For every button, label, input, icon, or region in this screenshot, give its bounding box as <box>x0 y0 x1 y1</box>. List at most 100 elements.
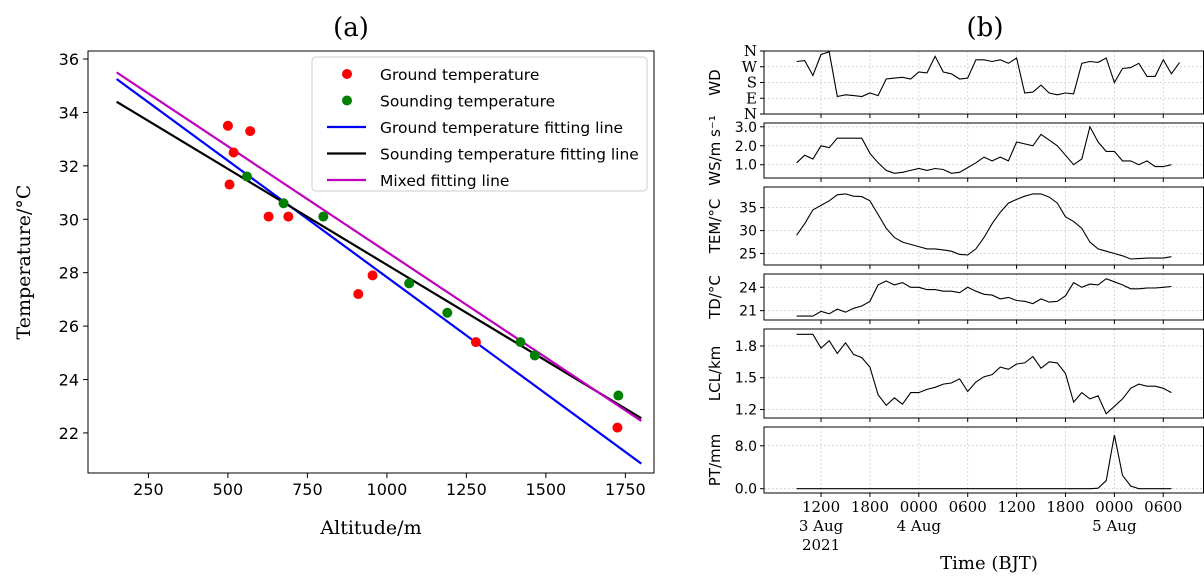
ytick-label: N <box>744 105 757 123</box>
a-xtick-label: 250 <box>133 480 164 499</box>
scatter-point-0-7 <box>367 270 378 281</box>
scatter-point-1-3 <box>404 278 415 289</box>
panel-a: (a) 250 500 750 1000 1250 1500 1750 22 24 26 28 30 3… <box>13 13 655 539</box>
scatter-point-1-6 <box>529 350 540 361</box>
panel-a-xlabel: Altitude/m <box>319 517 421 539</box>
ytick-label: 35 <box>739 201 757 217</box>
xtick-date: 5 Aug <box>1092 517 1137 535</box>
xtick-label: 0600 <box>949 498 987 516</box>
ytick-label: 25 <box>739 247 757 263</box>
scatter-point-0-3 <box>245 126 256 137</box>
a-xtick-label: 750 <box>292 480 323 499</box>
a-ytick-label: 30 <box>59 210 79 229</box>
ytick-label: N <box>744 42 757 60</box>
series-line-5 <box>796 434 1172 490</box>
panel-a-axes-frame <box>87 50 655 474</box>
fit-line-2 <box>115 78 642 465</box>
panel-b-xlabel: Time (BJT) <box>940 553 1038 574</box>
scatter-point-1-4 <box>442 307 453 318</box>
scatter-point-0-4 <box>263 211 274 222</box>
series-line-4 <box>796 333 1172 415</box>
scatter-point-0-8 <box>470 337 481 348</box>
legend-label-0: Ground temperature <box>380 66 539 84</box>
a-ytick-label: 24 <box>59 371 79 390</box>
ytick-label: 21 <box>739 304 757 320</box>
ytick-label: E <box>746 89 757 107</box>
panel-a-ylabel: Temperature/°C <box>13 185 35 340</box>
ytick-label: 8.0 <box>735 439 757 455</box>
xtick-label: 1200 <box>997 498 1035 516</box>
a-ytick-label: 36 <box>59 50 79 69</box>
subplot-2: 25 30 35 TEM/°C <box>706 186 1204 269</box>
a-ytick-label: 32 <box>59 157 79 176</box>
ytick-label: S <box>747 74 757 92</box>
series-line-3 <box>796 278 1172 317</box>
scatter-point-0-0 <box>222 120 233 131</box>
a-xtick-label: 1000 <box>367 480 408 499</box>
ytick-label: 1.2 <box>735 403 757 419</box>
series-line-1 <box>796 125 1172 174</box>
ytick-label: 1.8 <box>735 339 757 355</box>
a-xtick-label: 1500 <box>526 480 567 499</box>
subplot-ylabel-2: TEM/°C <box>706 199 724 255</box>
legend-label-3: Sounding temperature fitting line <box>380 146 639 164</box>
subplot-ylabel-0: WD <box>706 69 724 95</box>
fit-line-3 <box>116 100 642 420</box>
scatter-point-1-7 <box>613 390 624 401</box>
fit-line-4 <box>116 71 642 422</box>
legend-marker-0 <box>342 69 352 79</box>
xtick-label: 0000 <box>1095 498 1133 516</box>
ytick-label: 0.0 <box>735 482 757 498</box>
a-xtick-label: 500 <box>213 480 244 499</box>
a-xtick-label: 1750 <box>605 480 646 499</box>
legend-label-4: Mixed fitting line <box>380 172 509 190</box>
a-ytick-label: 34 <box>59 103 79 122</box>
scatter-point-0-2 <box>228 147 239 158</box>
xtick-label: 1800 <box>1046 498 1084 516</box>
ytick-label: 1.5 <box>735 371 757 387</box>
panel-b-label: (b) <box>967 13 1004 43</box>
ytick-label: W <box>742 58 758 76</box>
subplot-frame <box>763 122 1204 179</box>
xtick-date: 4 Aug <box>897 517 942 535</box>
scatter-point-1-2 <box>318 211 329 222</box>
a-ytick-label: 28 <box>59 264 79 283</box>
panel-a-fit-lines <box>115 71 642 465</box>
series-line-0 <box>796 51 1181 98</box>
scatter-point-0-6 <box>353 289 364 300</box>
scatter-point-0-5 <box>283 211 294 222</box>
legend-frame <box>311 56 648 192</box>
subplot-5: 0.0 8.0 PT/mm <box>706 426 1204 498</box>
ytick-label: 30 <box>739 224 757 240</box>
xtick-label: 0000 <box>900 498 938 516</box>
panel-a-ticks: 250 500 750 1000 1250 1500 1750 22 24 26 28 30 32 34 3… <box>59 50 646 499</box>
scatter-point-1-5 <box>515 337 526 348</box>
scatter-point-1-1 <box>278 198 289 209</box>
subplot-1: 1.0 2.0 3.0 WS/m s⁻¹ <box>706 115 1204 186</box>
xtick-label: 1200 <box>802 498 840 516</box>
subplot-4: 1.2 1.5 1.8 LCL/km <box>706 328 1204 422</box>
legend-label-2: Ground temperature fitting line <box>380 119 623 137</box>
ytick-label: 24 <box>739 280 757 296</box>
ytick-label: 3.0 <box>735 120 757 136</box>
panel-a-legend: Ground temperature Sounding temperature Gr… <box>311 56 648 192</box>
subplot-3: 21 24 TD/°C <box>706 273 1204 324</box>
ytick-label: 2.0 <box>735 139 757 155</box>
panel-a-scatter-points <box>222 120 624 433</box>
xtick-label: 0600 <box>1144 498 1182 516</box>
subplot-ylabel-1: WS/m s⁻¹ <box>706 115 724 186</box>
scatter-point-0-9 <box>612 422 623 433</box>
ytick-label: 1.0 <box>735 158 757 174</box>
a-ytick-label: 26 <box>59 317 79 336</box>
subplot-ylabel-3: TD/°C <box>706 275 724 320</box>
scatter-point-0-1 <box>224 179 235 190</box>
a-xtick-label: 1250 <box>446 480 487 499</box>
panel-a-label: (a) <box>333 13 369 43</box>
subplot-frame <box>763 426 1204 494</box>
legend-label-1: Sounding temperature <box>380 93 555 111</box>
series-line-2 <box>796 193 1172 260</box>
legend-marker-1 <box>342 95 352 106</box>
